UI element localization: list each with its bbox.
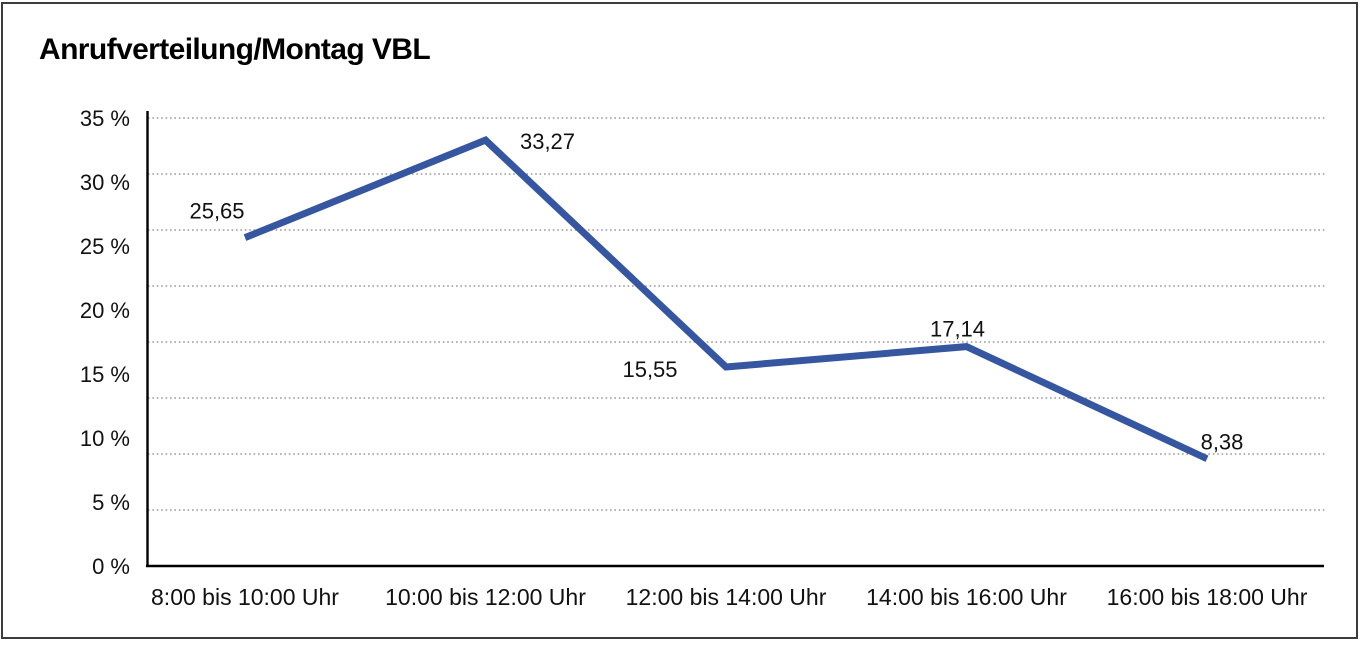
y-axis-tick-label: 35 %: [80, 106, 130, 131]
y-axis-tick-label: 0 %: [92, 554, 130, 579]
x-axis-category-label: 14:00 bis 16:00 Uhr: [866, 584, 1067, 610]
data-value-label: 25,65: [189, 199, 244, 224]
y-axis-tick-label: 10 %: [80, 426, 130, 451]
y-axis-tick-label: 15 %: [80, 362, 130, 387]
x-axis-category-label: 10:00 bis 12:00 Uhr: [385, 584, 586, 610]
y-axis-tick-label: 5 %: [92, 490, 130, 515]
x-axis-category-label: 8:00 bis 10:00 Uhr: [151, 584, 339, 610]
x-axis-category-label: 12:00 bis 14:00 Uhr: [626, 584, 827, 610]
data-value-label: 17,14: [930, 317, 985, 342]
data-value-label: 15,55: [622, 357, 677, 382]
series-line: [243, 136, 1209, 462]
x-axis-category-label: 16:00 bis 18:00 Uhr: [1107, 584, 1308, 610]
chart-title: Anrufverteilung/Montag VBL: [39, 33, 431, 66]
y-axis-tick-label: 30 %: [80, 170, 130, 195]
y-axis-tick-label: 25 %: [80, 234, 130, 259]
y-axis-tick-label: 20 %: [80, 298, 130, 323]
data-value-label: 8,38: [1201, 430, 1244, 455]
data-value-label: 33,27: [520, 129, 575, 154]
